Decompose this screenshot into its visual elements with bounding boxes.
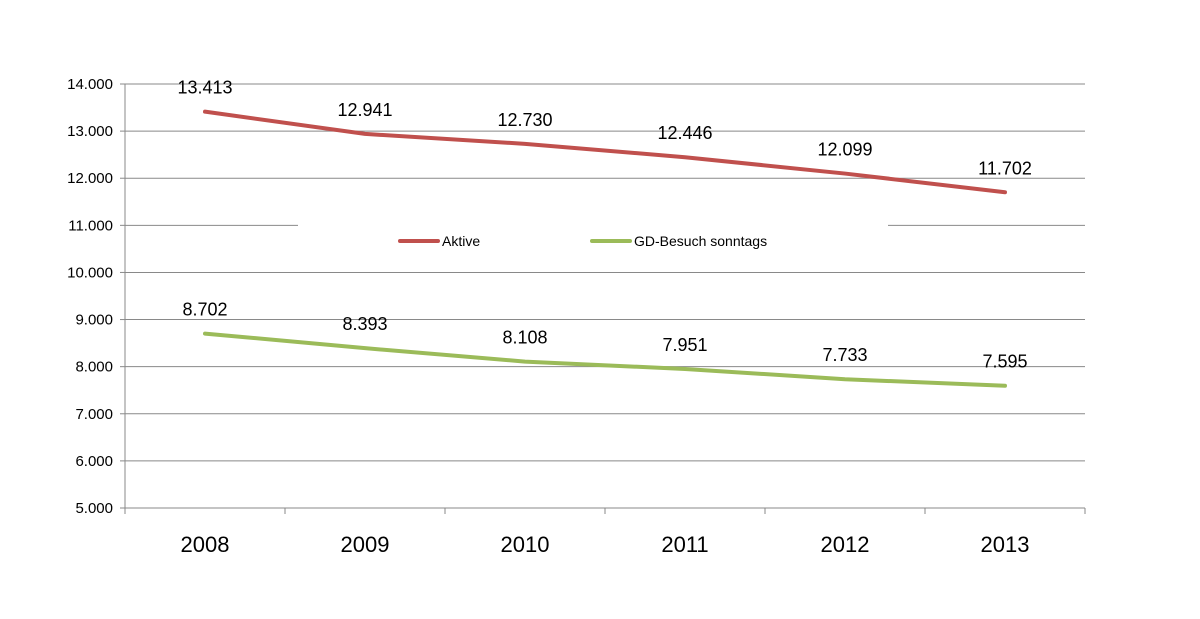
y-tick-label: 13.000 [67, 123, 113, 140]
y-tick-label: 10.000 [67, 264, 113, 281]
series-line-gd-besuch [203, 331, 1007, 388]
data-label: 11.702 [978, 158, 1032, 178]
gridlines [125, 83, 1085, 462]
data-label: 12.730 [497, 110, 552, 130]
x-tick-label: 2008 [181, 532, 230, 557]
x-tick-label: 2012 [821, 532, 870, 557]
y-tick-label: 11.000 [68, 217, 113, 234]
x-tick-label: 2010 [501, 532, 550, 557]
legend-label: Aktive [442, 233, 480, 249]
legend-label: GD-Besuch sonntags [634, 233, 767, 249]
y-tick-label: 6.000 [75, 453, 113, 470]
data-labels: 13.413 12.941 12.730 12.446 12.099 11.702 8.70… [177, 78, 1031, 372]
y-tick-label: 9.000 [75, 312, 113, 329]
data-label: 8.108 [502, 328, 547, 348]
series-line-aktive [203, 109, 1007, 195]
legend: Aktive GD-Besuch sonntags [298, 221, 888, 261]
y-tick-label: 12.000 [67, 170, 113, 187]
data-label: 13.413 [177, 78, 232, 98]
x-tick-label: 2011 [661, 532, 708, 557]
y-tick-label: 8.000 [75, 359, 113, 376]
y-tick-label: 7.000 [75, 406, 113, 423]
x-tick-label: 2009 [341, 532, 390, 557]
y-tick-label: 14.000 [67, 76, 113, 93]
data-label: 12.099 [817, 140, 872, 160]
data-label: 7.595 [982, 352, 1027, 372]
data-label: 7.733 [822, 345, 867, 365]
data-label: 12.941 [337, 100, 392, 120]
data-label: 8.702 [182, 300, 227, 320]
axes: 5.000 6.000 7.000 8.000 9.000 10.000 11.000 12.… [67, 76, 1086, 557]
data-label: 7.951 [662, 335, 707, 355]
x-tick-label: 2013 [981, 532, 1030, 557]
data-label: 8.393 [342, 314, 387, 334]
data-label: 12.446 [657, 123, 712, 143]
series-lines [203, 109, 1007, 388]
y-tick-label: 5.000 [75, 500, 113, 517]
